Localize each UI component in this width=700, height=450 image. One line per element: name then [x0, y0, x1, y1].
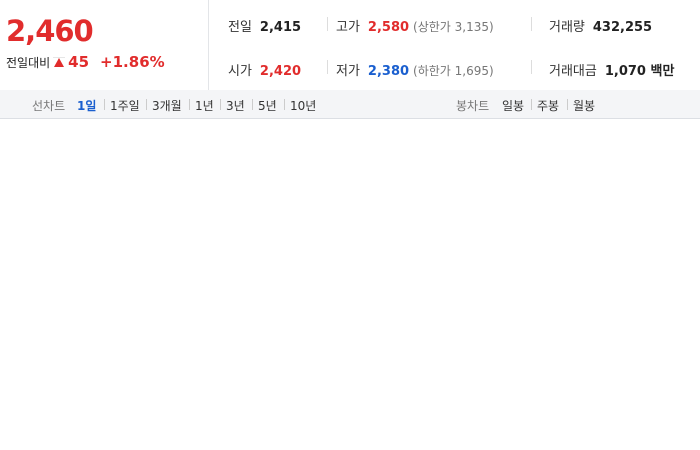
info-label: 거래량 [549, 20, 585, 35]
separator [327, 60, 328, 74]
separator [531, 60, 532, 74]
tab-separator [531, 99, 532, 110]
info-label: 거래대금 [549, 64, 597, 79]
tab-label: 선차트 [32, 99, 66, 113]
info-cell: 저가 2,380 (하한가 1,695) [336, 60, 494, 79]
period-tab[interactable]: 1년 [195, 99, 214, 113]
period-tab[interactable]: 10년 [290, 99, 317, 113]
tab-separator [220, 99, 221, 110]
tab-separator [567, 99, 568, 110]
period-tab[interactable]: 3개월 [152, 99, 182, 113]
period-tab[interactable]: 5년 [258, 99, 277, 113]
tab-label: 봉차트 [456, 99, 490, 113]
change-percent: +1.86% [100, 53, 165, 71]
period-tabs: 선차트 1일 1주일 3개월 1년 3년 5년 10년 봉차트 일봉 주봉 월봉 [0, 90, 700, 119]
info-value: 432,255 [592, 20, 653, 35]
info-value: 2,580 [367, 20, 410, 35]
tab-separator [189, 99, 190, 110]
up-arrow: 2,5922,5252,4592,3922,32609/0610:0011:00… [53, 56, 66, 67]
candle-tab[interactable]: 주봉 [537, 99, 560, 113]
info-label: 전일 [228, 20, 252, 35]
info-label: 시가 [228, 64, 252, 79]
info-value: 2,380 [367, 64, 410, 79]
info-note: (하한가 1,695) [413, 64, 494, 78]
current-price: 2,460 [6, 14, 94, 48]
info-value: 2,415 [259, 20, 302, 35]
period-tab[interactable]: 3년 [226, 99, 245, 113]
separator [327, 17, 328, 31]
separator [531, 17, 532, 31]
change-row: 전일대비 2,5922,5252,4592,3922,32609/0610:00… [6, 53, 165, 71]
info-cell: 시가 2,420 [228, 60, 301, 79]
info-note: (상한가 3,135) [413, 20, 494, 34]
candle-tab[interactable]: 일봉 [502, 99, 525, 113]
info-cell: 전일 2,415 [228, 16, 301, 35]
change-label: 전일대비 [6, 55, 51, 70]
info-value: 1,070 백만 [604, 64, 675, 79]
quote-header: 2,460 전일대비 2,5922,5252,4592,3922,32609/0… [0, 0, 700, 91]
info-cell: 거래량 432,255 [549, 16, 652, 35]
tab-separator [104, 99, 105, 110]
info-label: 저가 [336, 64, 360, 79]
info-cell: 거래대금 1,070 백만 [549, 60, 674, 79]
info-value: 2,420 [259, 64, 302, 79]
info-label: 고가 [336, 20, 360, 35]
period-tab[interactable]: 1일 [77, 99, 97, 113]
tab-separator [146, 99, 147, 110]
period-tab[interactable]: 1주일 [110, 99, 140, 113]
candle-tab[interactable]: 월봉 [573, 99, 596, 113]
info-cell: 고가 2,580 (상한가 3,135) [336, 16, 494, 35]
price-box: 2,460 전일대비 2,5922,5252,4592,3922,32609/0… [0, 0, 209, 90]
tab-separator [252, 99, 253, 110]
change-value: 45 [68, 53, 90, 71]
chart [0, 118, 700, 450]
tab-separator [284, 99, 285, 110]
